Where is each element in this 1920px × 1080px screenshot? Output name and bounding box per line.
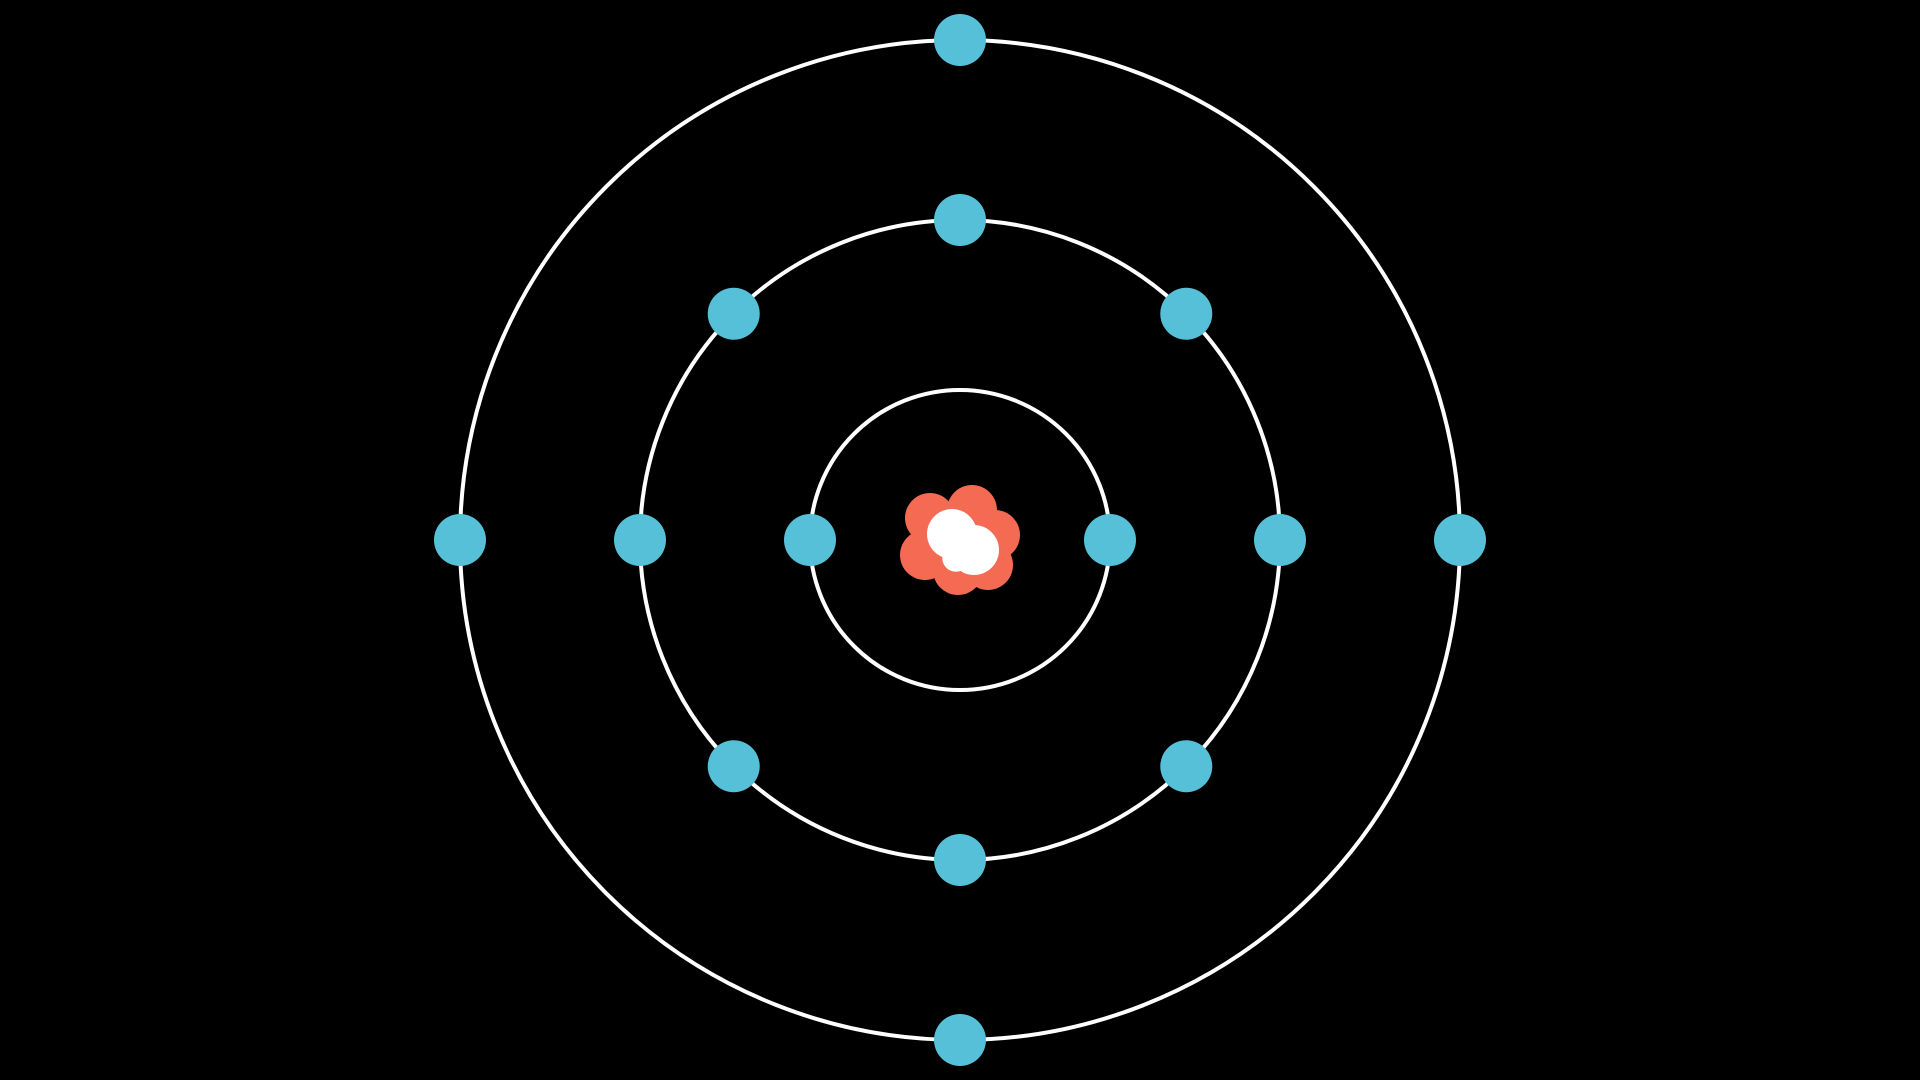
electron bbox=[614, 514, 666, 566]
electron bbox=[1084, 514, 1136, 566]
electron bbox=[1254, 514, 1306, 566]
electron bbox=[934, 834, 986, 886]
electron bbox=[934, 1014, 986, 1066]
electron bbox=[934, 194, 986, 246]
electron bbox=[1160, 740, 1212, 792]
electron bbox=[1434, 514, 1486, 566]
atom-svg bbox=[0, 0, 1920, 1080]
atom-diagram bbox=[0, 0, 1920, 1080]
neutron-particle bbox=[942, 544, 970, 572]
electron bbox=[784, 514, 836, 566]
electron bbox=[708, 740, 760, 792]
electron bbox=[708, 288, 760, 340]
electron bbox=[1160, 288, 1212, 340]
electron bbox=[934, 14, 986, 66]
electron bbox=[434, 514, 486, 566]
